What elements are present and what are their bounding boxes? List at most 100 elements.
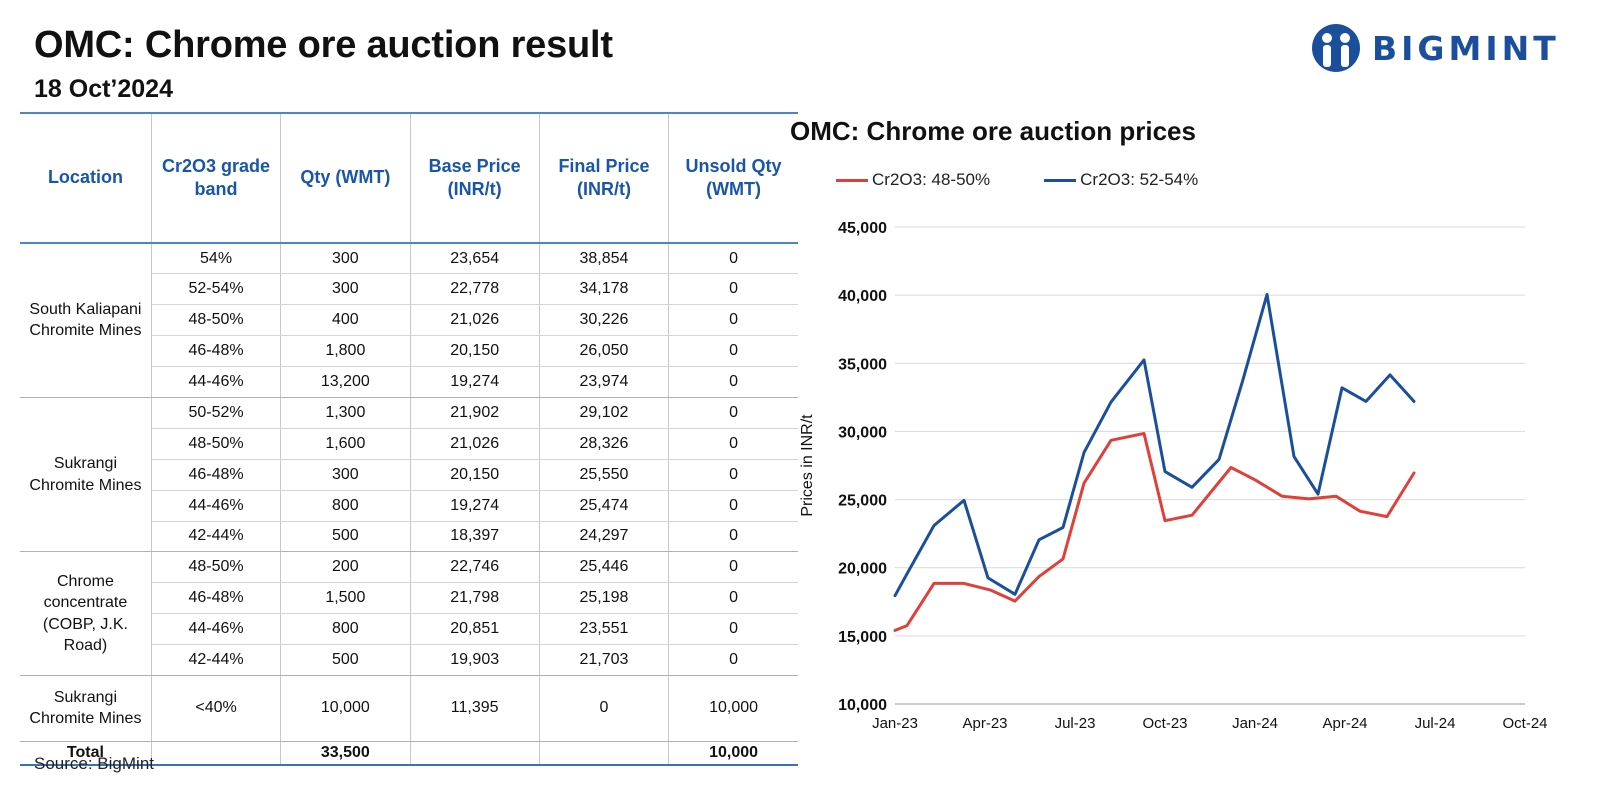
table-cell: 44-46% [151,490,282,522]
table-cell: 0 [668,428,798,460]
table-cell: 23,654 [410,243,540,275]
table-cell: 0 [668,366,798,398]
series-line-cr2o3-52-54 [893,293,1416,598]
table-cell: 29,102 [539,397,670,429]
total-label: Total [20,740,152,767]
table-cell: 42-44% [151,521,282,553]
series-line-cr2o3-48-50 [893,432,1416,632]
table-cell: 300 [280,459,411,491]
table-cell: 44-46% [151,613,282,646]
column-header: Location [20,112,152,244]
page-title: OMC: Chrome ore auction result [34,24,613,66]
chart-legend: Cr2O3: 48-50% Cr2O3: 52-54% [836,170,1252,190]
table-cell: 500 [280,644,411,676]
table-cell: 25,446 [539,551,670,584]
table-cell: 0 [668,644,798,676]
table-cell: 20,851 [410,613,540,646]
page-date: 18 Oct’2024 [34,75,173,103]
table-cell: 10,000 [668,675,798,742]
table-cell: 13,200 [280,366,411,398]
table-cell: 50-52% [151,397,282,429]
table-row: 52-54% 300 22,778 34,178 0 [20,273,798,306]
y-tick-label: 15,000 [838,629,887,646]
column-header: Unsold Qty (WMT) [668,112,798,244]
table-cell: 400 [280,304,411,337]
table-cell: 0 [668,551,798,584]
legend-label: Cr2O3: 48-50% [872,170,991,189]
table-row: 44-46% 800 20,851 23,551 0 [20,613,798,646]
table-cell: 19,903 [410,644,540,676]
table-row: 44-46% 13,200 19,274 23,974 0 [20,366,798,398]
table-cell: 300 [280,243,411,275]
table-row: South Kaliapani Chromite Mines 54% 300 23,6… [20,243,798,398]
table-cell: 48-50% [151,551,282,584]
table-cell: 500 [280,521,411,553]
y-axis-label: Prices in INR/t [799,414,816,517]
table-cell: 22,778 [410,273,540,306]
source-note: Source: BigMint [34,754,154,773]
y-tick-label: 25,000 [838,493,887,510]
auction-results-table: Location Cr2O3 grade band Qty (WMT) Base… [20,112,798,767]
total-empty [151,740,282,767]
table-cell: 34,178 [539,273,670,306]
y-tick-label: 45,000 [838,220,887,237]
y-tick-label: 35,000 [838,356,887,373]
table-cell: 46-48% [151,459,282,491]
table-cell: 18,397 [410,521,540,553]
bigmint-logo-icon [1312,24,1360,72]
x-tick-label: Jan-24 [1232,715,1278,732]
total-qty: 33,500 [280,740,411,767]
column-header: Qty (WMT) [280,112,411,244]
x-tick-label: Apr-23 [962,715,1007,732]
table-cell: 52-54% [151,273,282,306]
table-row: Sukrangi Chromite Mines <40% 10,000 11,395 0… [20,675,798,742]
legend-label: Cr2O3: 52-54% [1080,170,1199,189]
x-tick-label: Jul-23 [1055,715,1096,732]
table-cell: 25,474 [539,490,670,522]
brand-name: BIGMINT [1372,28,1560,68]
table-cell: 21,026 [410,304,540,337]
table-cell: 0 [668,490,798,522]
table-cell: 24,297 [539,521,670,553]
table-cell: 21,798 [410,582,540,615]
table-row: 44-46% 800 19,274 25,474 0 [20,490,798,522]
table-cell: 20,150 [410,335,540,368]
table-cell: 38,854 [539,243,670,275]
x-tick-label: Apr-24 [1322,715,1367,732]
table-cell: 300 [280,273,411,306]
column-header: Base Price (INR/t) [410,112,540,244]
table-cell: 10,000 [280,675,411,742]
total-row: Total 33,500 10,000 [20,740,798,767]
table-cell: 1,600 [280,428,411,460]
table-row: 46-48% 1,500 21,798 25,198 0 [20,582,798,615]
table-row: 48-50% 400 21,026 30,226 0 [20,304,798,337]
table-cell: 0 [668,273,798,306]
table-cell: 28,326 [539,428,670,460]
table-cell: 46-48% [151,335,282,368]
x-tick-label: Jul-24 [1415,715,1456,732]
table-header-row: Location Cr2O3 grade band Qty (WMT) Base… [20,112,798,244]
legend-swatch [836,178,868,182]
table-cell: <40% [151,675,282,742]
table-cell: 48-50% [151,428,282,460]
table-row: Sukrangi Chromite Mines 50-52% 1,300 21,902… [20,397,798,553]
table-cell: 0 [539,675,670,742]
column-header: Final Price (INR/t) [539,112,670,244]
table-cell: 46-48% [151,582,282,615]
y-tick-label: 30,000 [838,424,887,441]
price-line-chart: 10,000 15,000 20,000 25,000 30,000 35,000 40,0… [799,220,1548,732]
table-cell: 800 [280,613,411,646]
table-cell: 48-50% [151,304,282,337]
table-cell: 21,902 [410,397,540,429]
y-tick-label: 20,000 [838,561,887,578]
legend-item: Cr2O3: 48-50% [836,170,990,190]
y-tick-label: 10,000 [838,697,887,714]
table-row: Chrome concentrate (COBP, J.K. Road) 48-5… [20,551,798,676]
table-row: 42-44% 500 18,397 24,297 0 [20,521,798,553]
table-cell: 0 [668,304,798,337]
y-tick-label: 40,000 [838,288,887,305]
table-cell: 25,198 [539,582,670,615]
table-cell: 19,274 [410,490,540,522]
table-cell: 0 [668,335,798,368]
table-cell: 1,300 [280,397,411,429]
